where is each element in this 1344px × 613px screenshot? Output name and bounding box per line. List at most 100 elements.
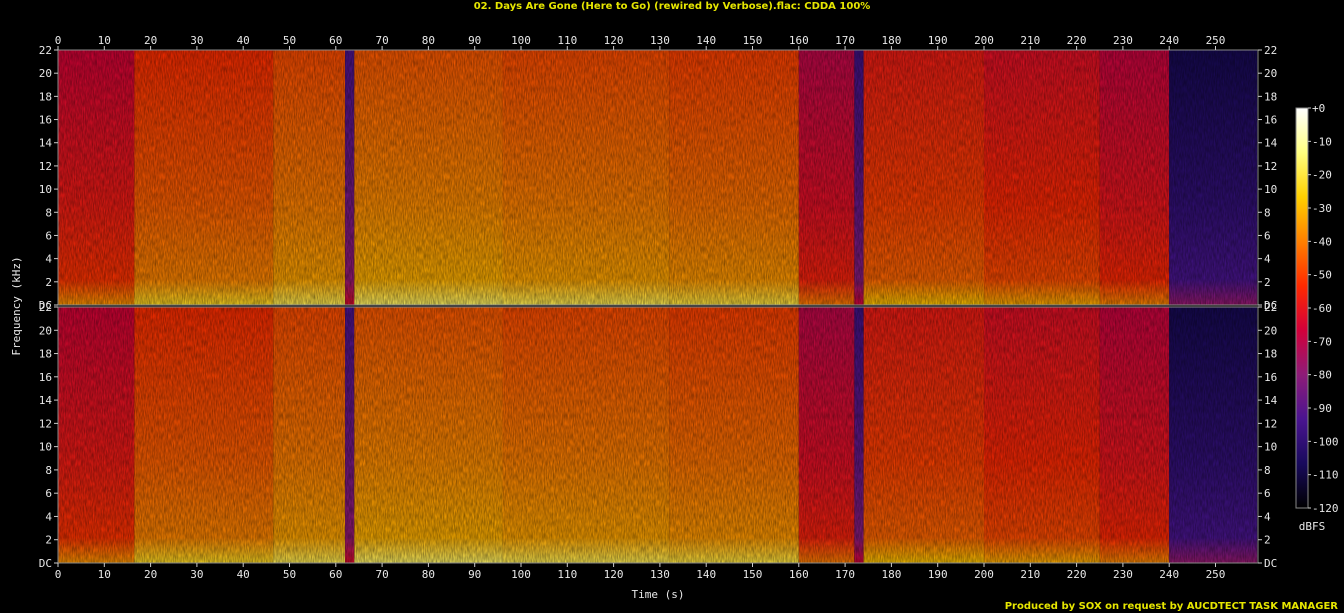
y-tick-label: 10	[1264, 441, 1277, 454]
y-tick-label: 4	[1264, 510, 1271, 523]
x-tick-label: 90	[468, 34, 481, 47]
x-tick-label: 170	[835, 34, 855, 47]
x-tick-label: 60	[329, 34, 342, 47]
texture-overlay	[58, 50, 1258, 305]
x-tick-label: 50	[283, 34, 296, 47]
y-tick-label: 20	[39, 324, 52, 337]
credit-text: Produced by SOX on request by AUCDTECT T…	[1004, 601, 1338, 612]
y-tick-label: DC	[1264, 299, 1277, 312]
x-tick-label: 100	[511, 568, 531, 581]
colorbar-scale	[1295, 107, 1309, 509]
x-tick-label: 170	[835, 568, 855, 581]
x-tick-label: 150	[743, 568, 763, 581]
x-tick-label: 10	[98, 568, 111, 581]
y-tick-label: DC	[1264, 557, 1277, 570]
y-tick-label: 16	[39, 371, 52, 384]
colorbar-tick-label: -10	[1312, 135, 1332, 148]
x-tick-label: 50	[283, 568, 296, 581]
colorbar-tick-label: -80	[1312, 369, 1332, 382]
x-tick-label: 10	[98, 34, 111, 47]
y-tick-label: 18	[39, 90, 52, 103]
colorbar-label: dBFS	[1299, 520, 1326, 533]
texture-overlay	[58, 307, 1258, 563]
x-tick-label: 80	[422, 568, 435, 581]
y-tick-label: 12	[39, 417, 52, 430]
y-tick-label: 12	[1264, 160, 1277, 173]
y-tick-label: 22	[1264, 44, 1277, 57]
y-tick-label: 2	[45, 276, 52, 289]
y-tick-label: 8	[45, 206, 52, 219]
x-tick-label: 210	[1020, 34, 1040, 47]
colorbar-tick-label: -40	[1312, 235, 1332, 248]
x-tick-label: 60	[329, 568, 342, 581]
x-tick-label: 0	[55, 568, 62, 581]
y-tick-label: 6	[1264, 229, 1271, 242]
x-tick-label: 150	[743, 34, 763, 47]
x-tick-label: 40	[237, 34, 250, 47]
y-tick-label: 6	[45, 487, 52, 500]
chart-title: 02. Days Are Gone (Here to Go) (rewired …	[473, 1, 871, 12]
y-tick-label: DC	[39, 557, 52, 570]
x-axis-bottom: 0 10 20 30 40 50 60 70 80 90 100 110 120 130 140 150 160…	[55, 563, 1225, 581]
y-tick-label: 10	[1264, 183, 1277, 196]
y-tick-label: 18	[1264, 90, 1277, 103]
y-tick-label: 4	[45, 253, 52, 266]
x-tick-label: 240	[1159, 34, 1179, 47]
y-tick-label: 16	[1264, 114, 1277, 127]
x-axis-top: 0 10 20 30 40 50 60 70 80 90 100 110 120 130 140 150 160…	[55, 34, 1226, 50]
channel-2-panel	[57, 306, 1259, 564]
y-tick-label: 8	[1264, 464, 1271, 477]
x-tick-label: 40	[237, 568, 250, 581]
x-tick-label: 100	[511, 34, 531, 47]
x-tick-label: 190	[928, 34, 948, 47]
y-tick-label: 8	[45, 464, 52, 477]
x-tick-label: 180	[881, 568, 901, 581]
x-tick-label: 20	[144, 568, 157, 581]
x-axis-label: Time (s)	[632, 588, 685, 601]
x-tick-label: 30	[190, 568, 203, 581]
colorbar-tick-label: -120	[1312, 502, 1339, 515]
x-tick-label: 230	[1113, 34, 1133, 47]
panel-frame	[57, 49, 1259, 306]
y-tick-label: 14	[1264, 394, 1278, 407]
x-tick-label: 0	[55, 34, 62, 47]
x-tick-label: 140	[696, 568, 716, 581]
x-tick-label: 120	[604, 34, 624, 47]
y-tick-label: 14	[1264, 137, 1278, 150]
y-tick-label: 4	[1264, 253, 1271, 266]
x-tick-label: 20	[144, 34, 157, 47]
x-tick-label: 110	[557, 34, 577, 47]
colorbar-tick-label: -100	[1312, 435, 1339, 448]
x-tick-label: 220	[1067, 568, 1087, 581]
x-tick-label: 220	[1067, 34, 1087, 47]
y-tick-label: 18	[1264, 348, 1277, 361]
y-tick-label: 6	[1264, 487, 1271, 500]
x-tick-label: 130	[650, 34, 670, 47]
y-axis-label: Frequency (kHz)	[10, 256, 23, 355]
colorbar-tick-label: -70	[1312, 335, 1332, 348]
y-tick-label: 4	[45, 510, 52, 523]
y-tick-label: 10	[39, 183, 52, 196]
colorbar-tick-label: -60	[1312, 302, 1332, 315]
x-tick-label: 180	[881, 34, 901, 47]
x-tick-label: 230	[1113, 568, 1133, 581]
x-tick-label: 240	[1159, 568, 1179, 581]
y-tick-label: DC	[39, 299, 52, 312]
x-tick-label: 250	[1206, 34, 1226, 47]
x-tick-label: 130	[650, 568, 670, 581]
y-tick-label: 20	[1264, 67, 1277, 80]
y-tick-label: 22	[39, 301, 52, 314]
x-tick-label: 120	[604, 568, 624, 581]
y-tick-label: 14	[39, 137, 53, 150]
x-tick-label: 90	[468, 568, 481, 581]
colorbar-tick-label: -50	[1312, 269, 1332, 282]
x-tick-label: 80	[422, 34, 435, 47]
colorbar-tick-label: -90	[1312, 402, 1332, 415]
y-tick-label: 20	[1264, 324, 1277, 337]
x-tick-label: 210	[1020, 568, 1040, 581]
y-tick-label: 16	[39, 114, 52, 127]
colorbar-tick-label: -30	[1312, 202, 1332, 215]
